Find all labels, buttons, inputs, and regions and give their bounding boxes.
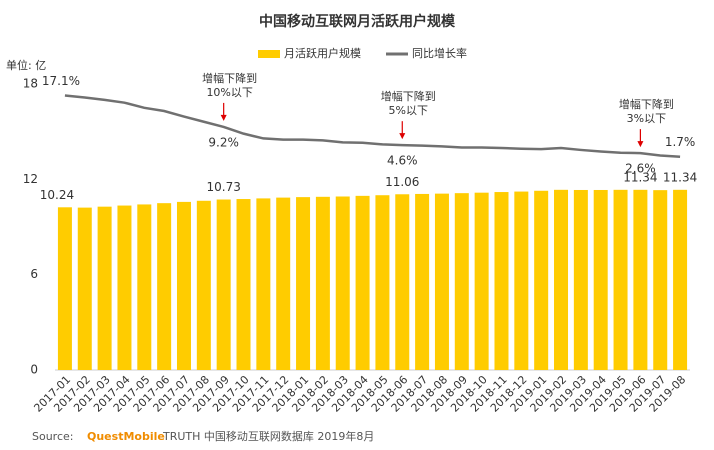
line-value-label: 9.2% [208,135,239,149]
annotation-arrowhead [220,114,227,121]
bar [375,195,390,370]
bar [395,194,410,370]
annotation: 增幅下降到 [619,97,674,111]
legend-swatch [258,50,280,58]
line [64,94,681,158]
unit-label: 单位: 亿 [6,58,46,72]
source-brand: QuestMobile [87,430,165,443]
bar-value-label: 10.73 [206,180,240,194]
bar [633,189,648,370]
bar [454,193,469,370]
bar [256,198,271,370]
bar [315,196,330,370]
bar [196,200,211,370]
bar [117,205,132,370]
bar [593,189,608,370]
bar [673,189,688,370]
bar [276,197,291,370]
annotation-arrowhead [399,133,406,140]
bar-value-label: 11.34 [623,170,657,184]
line-value-label: 2.6% [625,162,656,176]
annotation: 5%以下 [389,104,428,117]
bar [296,197,311,370]
bar [77,207,92,370]
bar [236,199,251,370]
chart-title: 中国移动互联网月活跃用户规模 [259,13,456,30]
legend-label: 月活跃用户规模 [284,46,361,60]
annotation: 10%以下 [206,86,252,99]
source-text: TRUTH 中国移动互联网数据库 2019年8月 [162,429,374,443]
bar [554,189,569,370]
bar [514,191,529,370]
bar [216,199,231,370]
bar [335,196,350,370]
bar-value-label: 11.34 [663,170,697,184]
line-value-label: 4.6% [387,154,418,168]
bar-value-label: 10.24 [40,188,74,202]
bar [474,192,489,370]
bar [494,192,509,370]
source-prefix: Source: [32,430,74,443]
bar [176,201,191,370]
annotation: 增幅下降到 [202,71,257,85]
bar [573,189,588,370]
bar [434,193,449,370]
legend-label: 同比增长率 [412,46,467,60]
bar [415,193,430,370]
line-value-label: 1.7% [665,135,696,149]
annotation: 3%以下 [627,112,666,125]
bar [157,203,172,370]
bar [137,204,152,370]
line-value-label: 17.1% [42,74,80,88]
y-tick-label: 6 [30,267,38,281]
y-tick-label: 18 [23,77,38,91]
bar [57,207,72,370]
y-tick-label: 12 [23,172,38,186]
bar [613,189,628,370]
annotation-arrowhead [637,141,644,148]
bar [653,190,668,370]
y-tick-label: 0 [30,363,38,377]
bar [97,206,112,370]
bar [355,195,370,370]
bar-value-label: 11.06 [385,175,419,189]
bar [534,190,549,370]
annotation: 增幅下降到 [381,89,436,103]
